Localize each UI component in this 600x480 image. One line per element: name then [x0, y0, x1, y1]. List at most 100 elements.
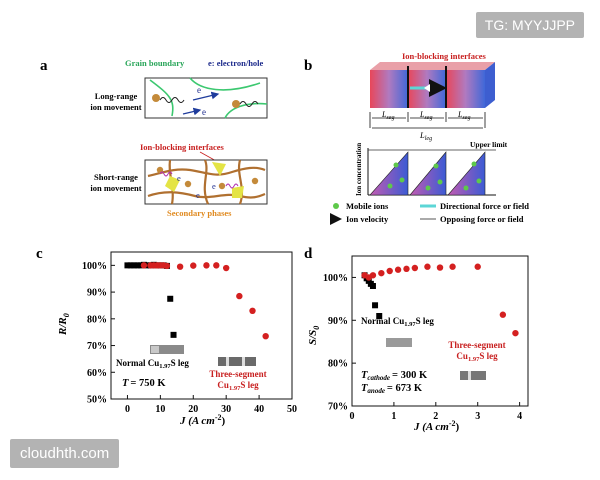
data-point-three-segment [386, 267, 393, 275]
data-point-normal [167, 295, 174, 302]
chart-d-three-label: Three-segment [448, 340, 505, 350]
legend-opposing: Opposing force or field [440, 214, 524, 224]
data-point-three-segment [394, 266, 402, 273]
data-point-three-segment [474, 263, 481, 270]
y-tick-label: 80% [328, 359, 348, 370]
data-point-three-segment [512, 329, 519, 337]
watermark-top: TG: MYYJJPP [475, 12, 584, 38]
x-tick-label: 3 [475, 411, 480, 422]
ion-path-icon [159, 171, 173, 177]
electron-arrow [192, 91, 220, 101]
long-range-box [144, 77, 268, 119]
chart-d-ticks: 70% 80% 90% 100% 0 1 2 3 4 [323, 273, 522, 422]
y-tick-label: 70% [328, 402, 348, 413]
electron-label: e [196, 190, 200, 200]
electron-label: e [197, 85, 201, 95]
leg-photo [460, 371, 486, 380]
ion-icon [184, 180, 192, 188]
data-point-normal [124, 262, 131, 269]
segment [370, 70, 408, 108]
data-point-normal [131, 262, 138, 269]
data-point-three-segment [499, 311, 507, 318]
leg-photo-stripe [226, 357, 229, 366]
data-point-three-segment [203, 262, 210, 269]
data-point-normal [144, 262, 151, 269]
secondary-phase [165, 176, 180, 192]
x-tick-label: 30 [221, 404, 231, 415]
concentration-triangle [409, 151, 447, 196]
panel-a-label: a [40, 58, 48, 74]
data-point-normal [134, 262, 141, 269]
panel-a: a Grain boundary e: electron/hole e e Lo… [40, 58, 268, 218]
chart-d-three-label: Cu1.97S leg [456, 351, 498, 363]
mobile-ions [387, 161, 482, 191]
chart-c-temp: T = 750 K [122, 378, 166, 389]
leg-photo-stripe [468, 371, 471, 380]
long-range-label: ion movement [90, 102, 141, 112]
chart-d-xlabel: J (A cm-2) [413, 419, 460, 433]
grain-boundary-line [224, 102, 268, 119]
grain-boundary-line [149, 79, 174, 117]
electron-label: e [212, 181, 216, 191]
chart-d-ylabel: S/S0 [307, 326, 321, 345]
data-point-normal [369, 283, 376, 289]
data-point-three-segment [213, 262, 220, 269]
chart-c-frame [110, 251, 293, 400]
panel-c-label: c [36, 246, 43, 262]
data-point-three-segment [222, 264, 230, 272]
chart-c-ticks: 50% 60% 70% 80% 90% 100% 0 10 20 30 40 50 [82, 261, 297, 415]
chart-c-normal-label: Normal Cu1.97S leg [116, 358, 189, 370]
y-tick-label: 70% [87, 341, 107, 352]
chart-c-three-label: Cu1.97S leg [217, 380, 259, 392]
lleg-label: Lleg [419, 130, 432, 142]
bar-top [370, 62, 495, 70]
secondary-phase [212, 162, 226, 176]
ion-blocking-label-a: Ion-blocking interfaces [140, 142, 225, 152]
lseg-label: Lseg [381, 110, 394, 121]
chart-c-points [124, 261, 269, 340]
grain-boundary-line [189, 77, 261, 91]
leg-photo-highlight [151, 346, 159, 353]
x-tick-label: 0 [125, 404, 130, 415]
opposing-arrow [424, 84, 430, 92]
data-point-three-segment [236, 292, 243, 300]
y-tick-label: 60% [87, 368, 107, 379]
data-point-normal [137, 262, 144, 269]
chart-d-tanode: Tanode = 673 K [361, 383, 423, 395]
ion-icon [251, 177, 259, 185]
legend-mobile-ions: Mobile ions [346, 201, 389, 211]
chart-d-points [361, 263, 519, 337]
data-point-three-segment [190, 262, 197, 269]
data-point-normal [376, 313, 383, 319]
chart-d-tcathode: Tcathode = 300 K [361, 370, 428, 382]
data-point-three-segment [403, 265, 410, 273]
data-point-three-segment [163, 262, 171, 270]
chart-c-xlabel: J (A cm-2) [179, 413, 226, 427]
grain-boundary-label: Grain boundary [125, 58, 185, 68]
panel-b-label: b [304, 58, 312, 74]
panel-b: b Ion-blocking interfaces Lseg Lseg Lseg… [304, 51, 529, 225]
data-point-normal [372, 302, 379, 309]
ion-conc-ylabel: Ion concentration [355, 143, 363, 196]
leg-photo-stripe [242, 357, 245, 366]
grain-network [147, 159, 266, 205]
y-tick-label: 90% [87, 288, 107, 299]
ion-path-icon [159, 97, 185, 103]
data-point-normal [170, 331, 177, 338]
leg-photo [218, 357, 256, 366]
y-tick-label: 100% [323, 273, 348, 284]
y-tick-label: 80% [87, 314, 107, 325]
chart-d-frame [351, 255, 529, 407]
y-tick-label: 100% [82, 261, 107, 272]
legend-directional: Directional force or field [440, 201, 529, 211]
short-range-label: ion movement [90, 183, 141, 193]
x-tick-label: 1 [391, 411, 396, 422]
electron-label: e [202, 107, 206, 117]
electron-label: e [177, 173, 181, 183]
leg-photo [150, 345, 184, 354]
legend-ion-velocity: Ion velocity [346, 214, 389, 224]
ion-icon [232, 100, 240, 108]
electron-arrow [182, 107, 202, 116]
ion-path-icon [239, 101, 259, 107]
